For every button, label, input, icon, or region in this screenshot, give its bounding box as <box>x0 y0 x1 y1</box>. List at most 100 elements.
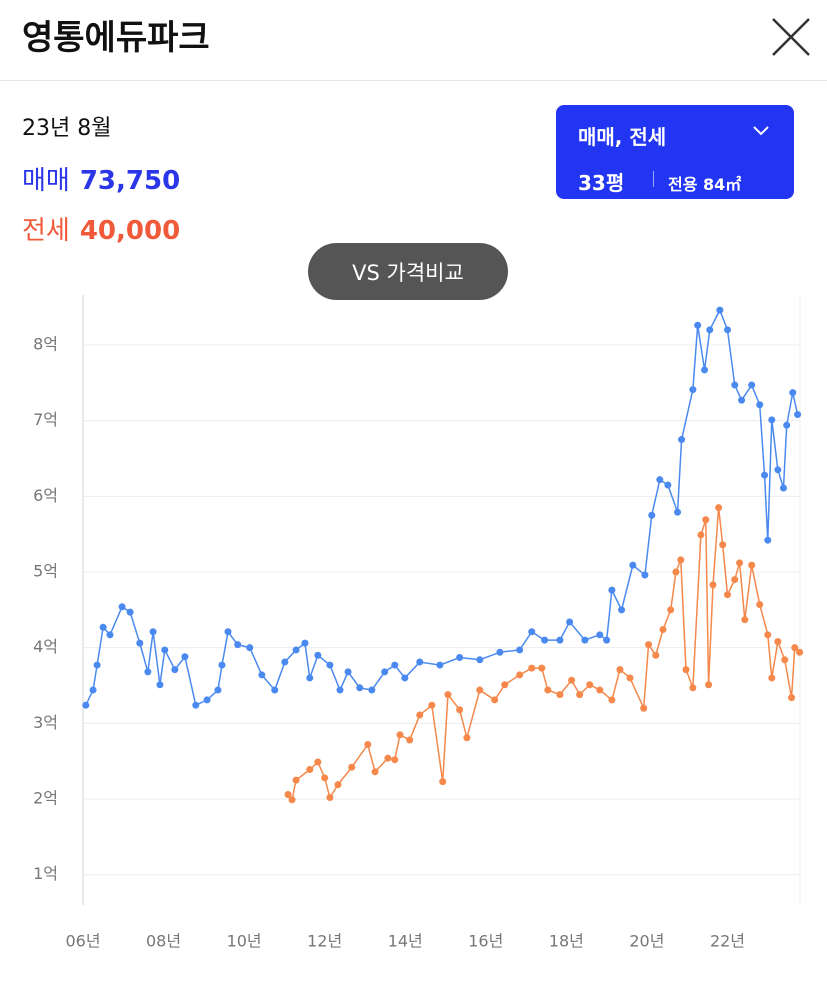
data-point <box>326 794 334 802</box>
data-point <box>556 636 564 644</box>
data-point <box>344 668 352 676</box>
y-tick-label: 1억 <box>33 864 58 883</box>
data-point <box>281 658 289 666</box>
y-tick-label: 5억 <box>33 561 58 580</box>
data-point <box>246 644 254 652</box>
data-point <box>672 568 680 576</box>
data-point <box>314 758 322 766</box>
data-point <box>416 658 424 666</box>
data-point <box>93 661 101 669</box>
data-point <box>314 651 322 659</box>
series-line <box>85 308 799 707</box>
data-point <box>456 706 464 714</box>
data-point <box>528 628 536 636</box>
data-point <box>556 691 564 699</box>
data-point <box>136 639 144 647</box>
data-point <box>496 648 504 656</box>
data-point <box>652 651 660 659</box>
data-point <box>705 681 713 689</box>
data-point <box>476 656 484 664</box>
data-point <box>326 661 334 669</box>
data-point <box>794 411 802 419</box>
data-point <box>764 631 772 639</box>
data-point <box>626 674 634 682</box>
data-point <box>738 396 746 404</box>
data-point <box>491 696 499 704</box>
sale-value: 73,750 <box>79 166 181 196</box>
data-point <box>694 321 702 329</box>
data-point <box>586 681 594 689</box>
data-point <box>224 628 232 636</box>
data-point <box>288 796 296 804</box>
data-point <box>292 776 300 784</box>
data-point <box>348 763 356 771</box>
selector[interactable]: 매매, 전세 33평 전용 84㎡ <box>556 105 794 199</box>
data-point <box>723 326 731 334</box>
data-point <box>99 623 107 631</box>
data-point <box>709 581 717 589</box>
data-point <box>667 606 675 614</box>
data-point <box>371 768 379 776</box>
data-point <box>768 674 776 682</box>
series-line <box>287 507 801 802</box>
data-point <box>603 636 611 644</box>
data-point <box>748 381 756 389</box>
data-point <box>618 606 626 614</box>
x-tick-label: 08년 <box>146 932 181 951</box>
data-point <box>702 516 710 524</box>
data-point <box>788 694 796 702</box>
data-point <box>439 778 447 786</box>
data-point <box>463 734 471 742</box>
data-point <box>306 674 314 682</box>
data-point <box>689 684 697 692</box>
data-point <box>608 586 616 594</box>
x-tick-label: 14년 <box>388 932 423 951</box>
trade-type: 매매, 전세 <box>578 125 667 149</box>
data-point <box>648 511 656 519</box>
compare-button[interactable]: VS 가격비교 <box>308 243 508 300</box>
data-point <box>756 401 764 409</box>
data-point <box>428 701 436 709</box>
data-point <box>706 326 714 334</box>
data-point <box>789 389 797 397</box>
data-point <box>82 701 90 709</box>
data-point <box>203 696 211 704</box>
y-tick-label: 7억 <box>33 410 58 429</box>
y-tick-label: 2억 <box>33 789 58 808</box>
data-point <box>568 676 576 684</box>
data-point <box>608 696 616 704</box>
data-point <box>321 774 329 782</box>
data-point <box>89 686 97 694</box>
data-point <box>629 561 637 569</box>
data-point <box>736 559 744 567</box>
data-point <box>334 781 342 789</box>
close-button[interactable] <box>770 16 812 58</box>
area: 전용 84㎡ <box>668 175 742 194</box>
data-point <box>292 646 300 654</box>
data-point <box>748 561 756 569</box>
chevron <box>753 126 769 136</box>
data-point <box>715 504 723 512</box>
data-point <box>768 416 776 424</box>
data-point <box>271 686 279 694</box>
sale-label: 매매 <box>22 166 70 196</box>
data-point <box>781 656 789 664</box>
data-point <box>716 306 724 314</box>
jeonse-label: 전세 <box>22 216 70 246</box>
data-point <box>596 686 604 694</box>
pyeong: 33평 <box>578 171 625 195</box>
data-point <box>192 701 200 709</box>
x-tick-label: 22년 <box>710 932 745 951</box>
data-point <box>731 576 739 584</box>
data-point <box>416 711 424 719</box>
data-point <box>406 736 414 744</box>
data-point <box>444 691 452 699</box>
data-point <box>214 686 222 694</box>
data-point <box>144 668 152 676</box>
date: 23년 8월 <box>22 116 112 141</box>
data-point <box>640 704 648 712</box>
data-point <box>596 631 604 639</box>
data-point <box>581 636 589 644</box>
data-point <box>401 674 409 682</box>
